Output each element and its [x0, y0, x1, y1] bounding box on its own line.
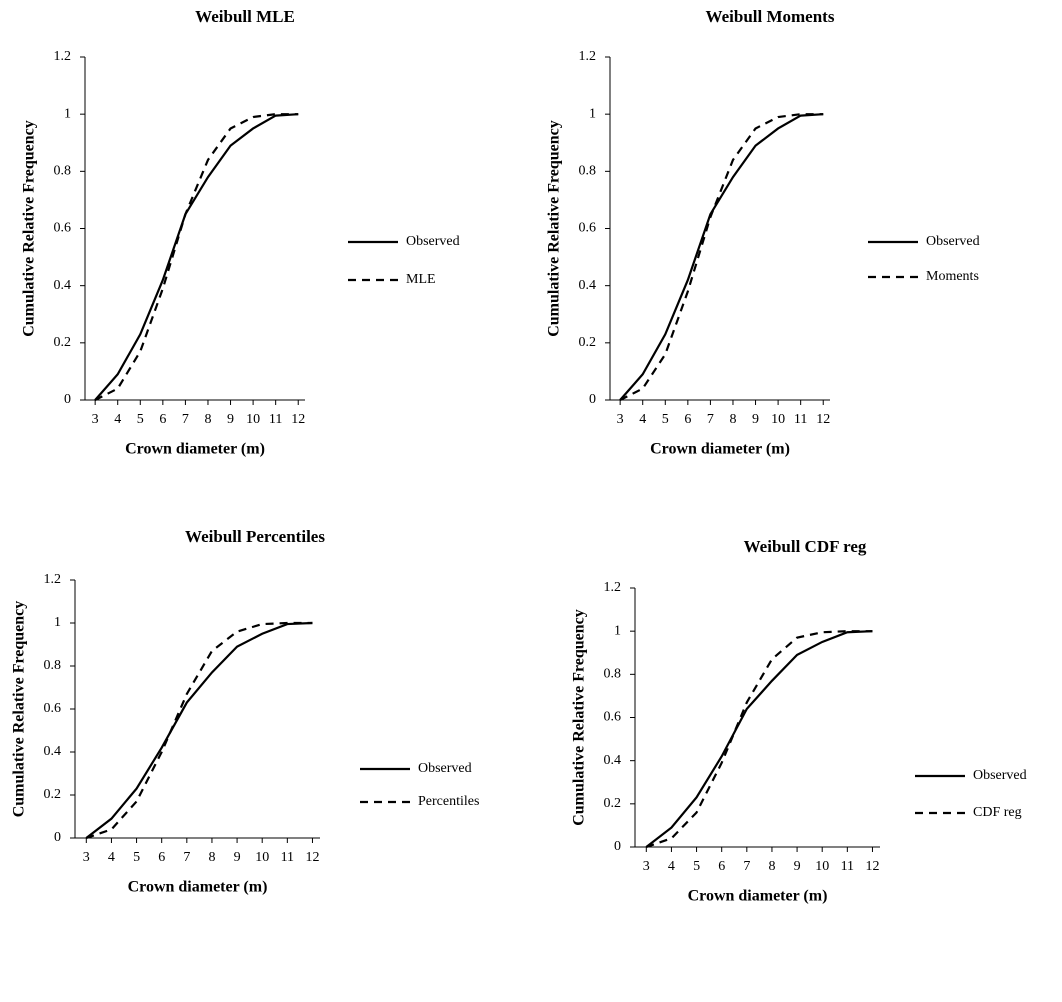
series-line	[645, 630, 873, 848]
y-axis-label: Cumulative Relative Frequency	[546, 120, 563, 337]
x-tick-label: 12	[291, 412, 305, 427]
chart-title: Weibull Moments	[706, 7, 835, 26]
y-tick-label: 1	[64, 106, 71, 121]
series-line	[619, 113, 824, 401]
y-tick-label: 0.6	[604, 710, 622, 725]
x-tick-label: 5	[133, 850, 140, 865]
x-tick-label: 10	[771, 412, 785, 427]
y-tick-label: 0.2	[44, 787, 62, 802]
x-tick-label: 10	[815, 859, 829, 874]
x-tick-label: 4	[108, 850, 115, 865]
x-axis-label: Crown diameter (m)	[650, 441, 790, 458]
x-tick-label: 8	[204, 412, 211, 427]
y-tick-label: 0	[589, 392, 596, 407]
y-tick-label: 0.8	[604, 667, 622, 682]
x-tick-label: 7	[743, 859, 750, 874]
x-tick-label: 8	[768, 859, 775, 874]
y-axis-label: Cumulative Relative Frequency	[11, 601, 28, 818]
x-tick-label: 8	[208, 850, 215, 865]
series-line	[94, 113, 299, 401]
x-tick-label: 3	[643, 859, 650, 874]
y-tick-label: 0.6	[579, 221, 597, 236]
x-tick-label: 5	[137, 412, 144, 427]
series-line	[94, 113, 299, 401]
x-tick-label: 4	[639, 412, 646, 427]
x-tick-label: 11	[794, 412, 807, 427]
x-axis-label: Crown diameter (m)	[688, 888, 828, 905]
y-axis-label: Cumulative Relative Frequency	[21, 120, 38, 337]
y-tick-label: 0.4	[54, 278, 72, 293]
y-tick-label: 1.2	[604, 580, 622, 595]
legend-label: Observed	[926, 234, 980, 249]
y-tick-label: 0.8	[579, 164, 597, 179]
x-tick-label: 4	[114, 412, 121, 427]
series-line	[85, 621, 313, 840]
x-tick-label: 11	[841, 859, 854, 874]
x-tick-label: 9	[234, 850, 241, 865]
y-tick-label: 0	[54, 830, 61, 845]
y-tick-label: 1.2	[54, 49, 72, 64]
x-axis-label: Crown diameter (m)	[125, 441, 265, 458]
x-tick-label: 11	[281, 850, 294, 865]
y-tick-label: 0.8	[44, 658, 62, 673]
x-tick-label: 11	[269, 412, 282, 427]
x-tick-label: 6	[684, 412, 691, 427]
x-tick-label: 8	[729, 412, 736, 427]
x-tick-label: 6	[159, 412, 166, 427]
x-tick-label: 5	[693, 859, 700, 874]
y-tick-label: 1.2	[579, 49, 597, 64]
legend-label: MLE	[406, 272, 436, 287]
y-axis-label: Cumulative Relative Frequency	[571, 609, 588, 826]
chart-title: Weibull Percentiles	[185, 527, 325, 546]
x-tick-label: 7	[183, 850, 190, 865]
x-tick-label: 9	[794, 859, 801, 874]
x-tick-label: 9	[752, 412, 759, 427]
x-tick-label: 5	[662, 412, 669, 427]
x-tick-label: 7	[182, 412, 189, 427]
x-tick-label: 12	[816, 412, 830, 427]
x-tick-label: 6	[158, 850, 165, 865]
y-tick-label: 0.2	[54, 335, 72, 350]
legend-label: Observed	[418, 761, 472, 776]
y-tick-label: 1	[54, 615, 61, 630]
y-tick-label: 0.8	[54, 164, 72, 179]
x-tick-label: 12	[305, 850, 319, 865]
y-tick-label: 0.4	[44, 744, 62, 759]
legend-label: Percentiles	[418, 794, 479, 809]
y-tick-label: 0.4	[579, 278, 597, 293]
x-tick-label: 3	[617, 412, 624, 427]
series-line	[645, 630, 873, 849]
x-tick-label: 10	[255, 850, 269, 865]
legend-label: Observed	[406, 234, 460, 249]
y-tick-label: 0	[614, 839, 621, 854]
legend-label: Observed	[973, 768, 1027, 783]
y-tick-label: 0.6	[44, 701, 62, 716]
x-tick-label: 3	[83, 850, 90, 865]
y-tick-label: 1	[589, 106, 596, 121]
x-tick-label: 3	[92, 412, 99, 427]
series-line	[619, 113, 824, 401]
x-tick-label: 7	[707, 412, 714, 427]
y-tick-label: 0.6	[54, 221, 72, 236]
x-tick-label: 6	[718, 859, 725, 874]
x-tick-label: 12	[865, 859, 879, 874]
y-tick-label: 0.2	[604, 796, 622, 811]
chart-title: Weibull MLE	[195, 7, 295, 26]
y-tick-label: 1	[614, 623, 621, 638]
x-tick-label: 4	[668, 859, 675, 874]
y-tick-label: 1.2	[44, 572, 62, 587]
chart-title: Weibull CDF reg	[744, 537, 867, 556]
legend-label: Moments	[926, 269, 979, 284]
x-tick-label: 10	[246, 412, 260, 427]
y-tick-label: 0.2	[579, 335, 597, 350]
y-tick-label: 0	[64, 392, 71, 407]
y-tick-label: 0.4	[604, 753, 622, 768]
x-axis-label: Crown diameter (m)	[128, 879, 268, 896]
legend-label: CDF reg	[973, 805, 1022, 820]
x-tick-label: 9	[227, 412, 234, 427]
series-line	[85, 621, 313, 839]
